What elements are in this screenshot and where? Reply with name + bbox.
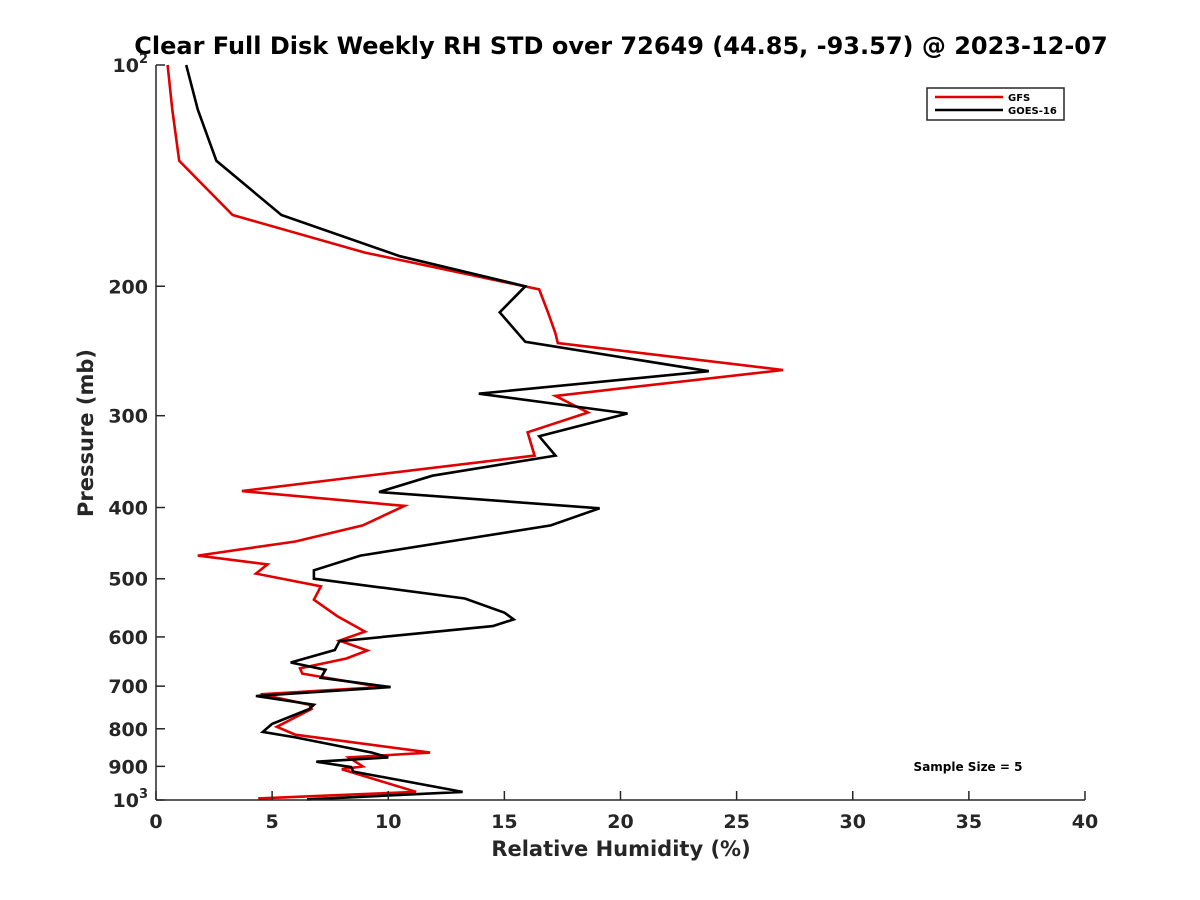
y-tick-label: 200 <box>108 276 148 298</box>
x-tick-label: 10 <box>375 811 401 833</box>
x-axis-label: Relative Humidity (%) <box>491 837 750 861</box>
y-tick-label: 102 <box>113 52 149 77</box>
y-tick-label: 600 <box>108 627 148 649</box>
series-line-gfs <box>166 64 784 800</box>
ticks: 0 5 10 15 20 25 30 35 40 102 200 300 400 500 600 700 800… <box>108 52 1098 833</box>
legend: GFS GOES-16 <box>926 87 1065 121</box>
x-tick-label: 40 <box>1072 811 1098 833</box>
x-tick-label: 20 <box>607 811 633 833</box>
legend-label: GFS <box>1008 93 1030 104</box>
legend-label: GOES-16 <box>1008 106 1057 117</box>
chart-title: Clear Full Disk Weekly RH STD over 72649… <box>134 32 1107 60</box>
x-tick-label: 0 <box>149 811 162 833</box>
sample-size-annotation: Sample Size = 5 <box>914 760 1023 774</box>
y-tick-label: 500 <box>108 569 148 591</box>
x-tick-label: 15 <box>491 811 517 833</box>
x-tick-label: 30 <box>840 811 866 833</box>
y-tick-label: 700 <box>108 676 148 698</box>
axes <box>155 65 1085 801</box>
series-line-goes-16 <box>184 64 710 801</box>
x-tick-label: 35 <box>956 811 982 833</box>
x-tick-label: 5 <box>266 811 279 833</box>
plot-lines <box>166 64 784 801</box>
y-tick-label: 103 <box>113 787 149 812</box>
y-tick-label: 300 <box>108 406 148 428</box>
y-tick-label: 400 <box>108 498 148 520</box>
y-tick-label: 800 <box>108 719 148 741</box>
y-tick-label: 900 <box>108 756 148 778</box>
y-axis-label: Pressure (mb) <box>74 349 98 517</box>
legend-box <box>926 87 1065 121</box>
x-tick-label: 25 <box>723 811 749 833</box>
